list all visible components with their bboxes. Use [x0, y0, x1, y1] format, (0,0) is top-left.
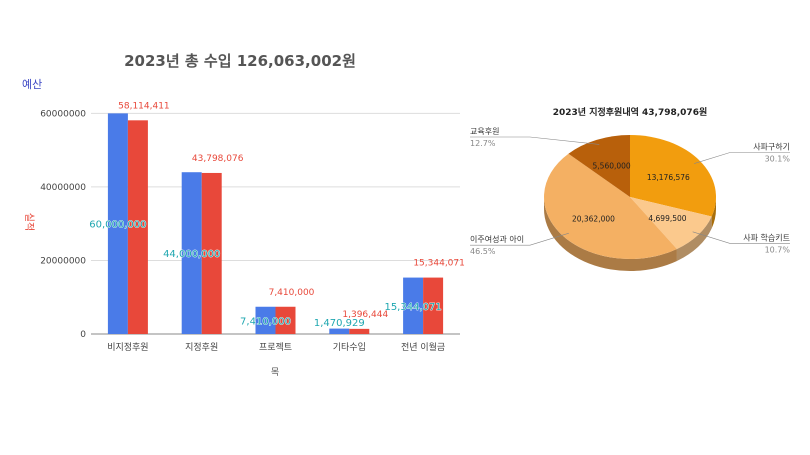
- bar-budget: [255, 306, 276, 334]
- pie-value-label: 4,699,500: [648, 214, 686, 223]
- pie-leader-line: [694, 152, 790, 164]
- pie-side: [711, 197, 716, 229]
- pie-leader-line: [692, 231, 790, 244]
- bar-label-actual: 15,344,071: [413, 259, 465, 269]
- legend-actual: 실적: [23, 213, 35, 231]
- pie-leader-line: [470, 136, 600, 145]
- pie-value-label: 5,560,000: [593, 162, 631, 171]
- data-labels: 60,000,000 58,114,411 44,000,000 43,798,076…: [89, 101, 465, 329]
- y-tick-label: 20000000: [40, 256, 86, 266]
- bar-budget: [107, 113, 128, 334]
- bar-label-actual: 58,114,411: [118, 101, 170, 111]
- bar-budget: [329, 328, 350, 334]
- x-axis-label: 목: [271, 367, 279, 378]
- pie-leader-line: [470, 232, 569, 246]
- x-tick-labels: 비지정후원 지정후원 프로젝트 기타수입 전년 이월금: [107, 341, 445, 353]
- bar-actual: [127, 120, 148, 334]
- bar-label-budget: 1,470,929: [314, 318, 365, 329]
- bar-budget: [181, 172, 202, 334]
- x-tick-label: 프로젝트: [259, 342, 292, 353]
- pie-value-label: 13,176,576: [647, 173, 690, 182]
- bar-chart: 2023년 총 수입 126,063,002원 예산 실적 0 20000000 4…: [22, 52, 465, 378]
- pie-chart-title: 2023년 지정후원내역 43,798,076원: [553, 106, 708, 118]
- pie-slice-percent: 46.5%: [470, 247, 496, 256]
- pie-slice-percent: 12.7%: [470, 139, 496, 148]
- pie-slice-name: 사파 학습키트: [743, 232, 790, 242]
- bar-chart-title: 2023년 총 수입 126,063,002원: [124, 52, 356, 70]
- pie-slice-name: 사파구하기: [753, 141, 790, 151]
- pie-slice-percent: 30.1%: [765, 154, 791, 163]
- bar-actual: [201, 172, 222, 334]
- bar-label-budget: 7,410,000: [240, 316, 291, 327]
- bar-label-budget: 15,344,071: [384, 302, 441, 313]
- bar-label-budget: 60,000,000: [89, 220, 146, 231]
- legend-budget: 예산: [22, 78, 42, 91]
- pie-side: [676, 216, 712, 261]
- x-tick-label: 기타수입: [333, 341, 366, 353]
- x-tick-label: 전년 이월금: [401, 341, 445, 353]
- pie-slice-percent: 10.7%: [765, 245, 791, 254]
- bar-label-actual: 7,410,000: [269, 288, 315, 298]
- pie-side: [544, 197, 677, 271]
- pie-slice-name: 교육후원: [470, 127, 499, 136]
- bar-actual: [423, 277, 444, 334]
- x-tick-label: 지정후원: [185, 342, 218, 353]
- y-tick-label: 60000000: [40, 109, 86, 119]
- bar-label-actual: 1,396,444: [342, 310, 388, 320]
- bar-label-actual: 43,798,076: [192, 154, 244, 164]
- pie-slice: [630, 135, 716, 217]
- grid: 0 20000000 40000000 60000000: [40, 109, 460, 340]
- y-tick-label: 0: [80, 330, 86, 340]
- pie-slice: [568, 135, 630, 197]
- pie-slice-name: 이주여성과 아이: [470, 234, 524, 244]
- pie-chart: 2023년 지정후원내역 43,798,076원 13,176,576 사파구하기…: [470, 106, 790, 271]
- x-tick-label: 비지정후원: [107, 342, 148, 353]
- pie-slices: [544, 135, 716, 271]
- y-tick-label: 40000000: [40, 183, 86, 193]
- pie-value-label: 20,362,000: [572, 215, 615, 224]
- bars: [107, 113, 444, 334]
- pie-slice: [630, 197, 712, 249]
- pie-labels: 13,176,576 사파구하기 30.1% 4,699,500 사파 학습키트 10.7…: [470, 127, 790, 256]
- bar-actual: [349, 328, 370, 334]
- bar-actual: [275, 306, 296, 334]
- bar-budget: [403, 277, 424, 334]
- pie-slice: [544, 153, 677, 259]
- bar-label-budget: 44,000,000: [163, 249, 220, 260]
